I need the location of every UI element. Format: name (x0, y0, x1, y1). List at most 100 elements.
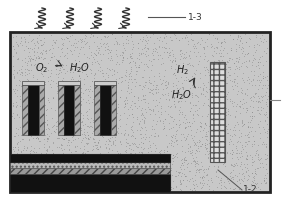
Point (261, 165, 266, 168)
Point (169, 60, 174, 63)
Point (148, 165, 153, 168)
Point (26, 57, 31, 60)
Point (44, 49, 49, 52)
Point (27, 122, 32, 125)
Point (262, 179, 266, 182)
Point (57, 162, 62, 165)
Point (114, 162, 118, 165)
Point (227, 79, 232, 82)
Point (250, 144, 255, 148)
Point (213, 106, 218, 109)
Point (214, 45, 218, 49)
Point (157, 72, 162, 75)
Point (67, 188, 72, 191)
Point (137, 57, 142, 60)
Point (175, 170, 180, 173)
Point (114, 93, 118, 96)
Point (14, 131, 19, 135)
Point (184, 121, 189, 124)
Point (80, 123, 85, 126)
Point (193, 173, 197, 176)
Point (25, 72, 30, 75)
Point (24, 145, 29, 148)
Point (36, 55, 40, 58)
Point (190, 95, 194, 98)
Point (21, 121, 26, 124)
Point (135, 95, 140, 98)
Point (60, 65, 65, 68)
Point (244, 169, 249, 172)
Point (159, 111, 164, 114)
Point (97, 109, 101, 112)
Point (263, 111, 268, 114)
Point (207, 151, 212, 154)
Point (26, 46, 30, 49)
Point (144, 63, 149, 66)
Point (35, 137, 40, 140)
Point (47, 128, 52, 131)
Point (51, 178, 56, 181)
Point (236, 67, 241, 70)
Point (148, 59, 153, 63)
Point (100, 175, 105, 178)
Point (131, 59, 136, 62)
Point (148, 150, 153, 153)
Point (61, 80, 66, 83)
Point (90, 137, 95, 140)
Point (88, 181, 92, 184)
Point (189, 107, 194, 110)
Point (219, 104, 224, 107)
Point (36, 104, 41, 107)
Point (104, 120, 109, 123)
Point (124, 168, 128, 172)
Point (187, 53, 192, 57)
Point (221, 37, 226, 40)
Point (187, 145, 192, 148)
Point (236, 128, 241, 132)
Point (219, 41, 224, 45)
Point (172, 33, 177, 36)
Point (172, 59, 177, 63)
Point (148, 90, 152, 94)
Point (124, 122, 129, 125)
Point (241, 148, 245, 151)
Point (117, 182, 122, 186)
Point (85, 125, 90, 128)
Point (228, 151, 232, 155)
Point (219, 117, 224, 120)
Point (211, 83, 216, 86)
Point (104, 47, 109, 50)
Point (109, 173, 114, 176)
Point (235, 33, 240, 36)
Point (200, 87, 205, 90)
Point (259, 109, 263, 112)
Point (64, 36, 69, 39)
Point (104, 188, 109, 191)
Point (188, 162, 193, 165)
Point (58, 36, 63, 39)
Point (42, 156, 47, 159)
Point (236, 178, 241, 181)
Point (193, 155, 198, 158)
Point (90, 34, 95, 38)
Point (149, 81, 154, 84)
Point (42, 80, 47, 84)
Point (152, 58, 156, 61)
Point (256, 157, 260, 161)
Point (40, 58, 45, 61)
Point (38, 39, 43, 42)
Point (112, 68, 117, 72)
Point (151, 58, 155, 61)
Point (28, 171, 32, 175)
Point (14, 50, 19, 53)
Point (251, 181, 256, 184)
Point (20, 111, 25, 114)
Point (146, 156, 151, 159)
Point (116, 62, 121, 65)
Point (24, 67, 29, 70)
Point (85, 162, 90, 165)
Point (240, 45, 245, 48)
Point (201, 126, 206, 129)
Point (239, 178, 244, 181)
Point (136, 53, 141, 56)
